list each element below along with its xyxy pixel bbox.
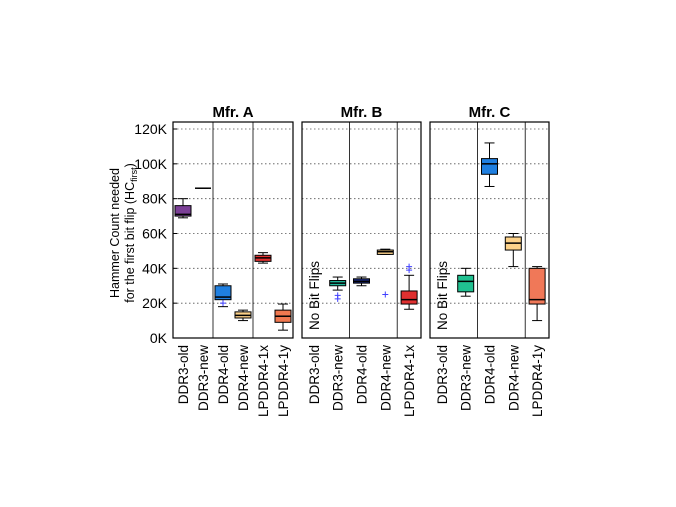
y-tick-label: 80K <box>142 191 168 207</box>
x-tick-label: DDR3-old <box>307 345 322 404</box>
box <box>400 290 418 305</box>
box <box>481 158 498 175</box>
panel-frame <box>429 121 550 339</box>
annotation: No Bit Flips <box>435 261 450 330</box>
x-tick-label: LPDDR4-1y <box>530 345 545 417</box>
box <box>214 285 232 301</box>
flier <box>220 300 226 307</box>
y-label-line2: for the first bit flip (HCfirst) <box>123 163 139 303</box>
x-tick-label: LPDDR4-1x <box>402 345 417 417</box>
panel-title: Mfr. C <box>469 104 511 121</box>
y-label-text: for the first bit flip (HC <box>123 182 137 303</box>
y-tick-label: 40K <box>142 260 168 276</box>
x-tick-label: DDR3-old <box>176 345 191 404</box>
x-tick-label: DDR4-new <box>378 345 393 411</box>
box <box>528 267 546 305</box>
y-tick-label: 0K <box>150 330 168 346</box>
panel-frame <box>301 121 422 339</box>
panel-title: Mfr. B <box>341 104 383 121</box>
x-tick-label: DDR4-old <box>483 345 498 404</box>
x-tick-label: DDR3-new <box>196 345 211 411</box>
flier <box>382 291 389 298</box>
x-tick-label: DDR3-new <box>331 345 346 411</box>
y-tick-label: 100K <box>134 156 167 172</box>
y-label-line1: Hammer Count needed <box>108 168 122 298</box>
x-tick-label: DDR4-old <box>216 345 231 404</box>
y-label-suffix: ) <box>123 163 137 167</box>
panel-frame <box>172 121 294 339</box>
annotation: No Bit Flips <box>307 261 322 330</box>
y-tick-label: 60K <box>142 226 168 242</box>
x-tick-label: DDR4-new <box>506 345 521 411</box>
y-tick-label: 120K <box>134 121 167 137</box>
box <box>457 274 475 293</box>
box <box>174 205 192 217</box>
flier <box>406 267 413 274</box>
x-tick-label: DDR3-new <box>459 345 474 411</box>
y-tick-label: 20K <box>142 295 168 311</box>
panel-title: Mfr. A <box>212 104 253 121</box>
x-tick-label: LPDDR4-1x <box>256 345 271 417</box>
x-tick-label: DDR3-old <box>435 345 450 404</box>
x-tick-label: DDR4-old <box>355 345 370 404</box>
x-tick-label: LPDDR4-1y <box>276 345 291 417</box>
flier <box>334 295 341 302</box>
y-label-subscript: first <box>129 167 139 182</box>
x-tick-label: DDR4-new <box>236 345 251 411</box>
